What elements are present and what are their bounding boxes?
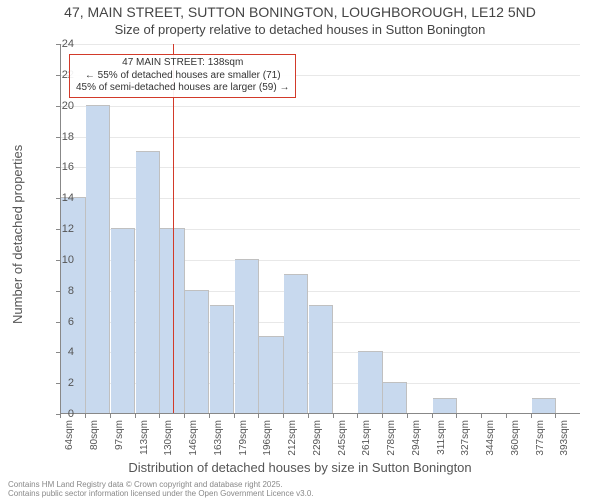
x-tick-mark bbox=[135, 414, 136, 418]
histogram-bar bbox=[309, 305, 333, 413]
y-tick-label: 8 bbox=[48, 285, 74, 297]
y-tick-label: 12 bbox=[48, 223, 74, 235]
y-tick-mark bbox=[56, 229, 60, 230]
histogram-bar bbox=[136, 151, 160, 413]
y-tick-mark bbox=[56, 352, 60, 353]
y-tick-label: 2 bbox=[48, 377, 74, 389]
x-tick-label: 163sqm bbox=[213, 420, 224, 456]
chart-title-main: 47, MAIN STREET, SUTTON BONINGTON, LOUGH… bbox=[0, 4, 600, 20]
histogram-bar bbox=[235, 259, 259, 413]
x-tick-mark bbox=[531, 414, 532, 418]
annotation-box: 47 MAIN STREET: 138sqm ← 55% of detached… bbox=[69, 54, 296, 98]
x-tick-mark bbox=[209, 414, 210, 418]
x-tick-label: 229sqm bbox=[312, 420, 323, 456]
x-tick-label: 97sqm bbox=[114, 420, 125, 450]
x-tick-label: 278sqm bbox=[386, 420, 397, 456]
x-tick-mark bbox=[382, 414, 383, 418]
gridline bbox=[61, 106, 580, 107]
y-tick-mark bbox=[56, 137, 60, 138]
x-tick-mark bbox=[432, 414, 433, 418]
x-tick-label: 344sqm bbox=[485, 420, 496, 456]
x-tick-label: 80sqm bbox=[89, 420, 100, 450]
x-tick-mark bbox=[506, 414, 507, 418]
x-tick-label: 130sqm bbox=[163, 420, 174, 456]
y-tick-mark bbox=[56, 44, 60, 45]
histogram-bar bbox=[532, 398, 556, 413]
x-tick-label: 146sqm bbox=[188, 420, 199, 456]
x-tick-label: 261sqm bbox=[361, 420, 372, 456]
x-tick-label: 196sqm bbox=[262, 420, 273, 456]
y-tick-label: 10 bbox=[48, 254, 74, 266]
x-tick-label: 245sqm bbox=[337, 420, 348, 456]
gridline bbox=[61, 44, 580, 45]
x-tick-mark bbox=[184, 414, 185, 418]
x-tick-mark bbox=[60, 414, 61, 418]
y-tick-mark bbox=[56, 106, 60, 107]
x-tick-mark bbox=[110, 414, 111, 418]
y-axis-label: Number of detached properties bbox=[10, 145, 25, 324]
x-tick-label: 294sqm bbox=[411, 420, 422, 456]
x-tick-mark bbox=[456, 414, 457, 418]
plot-area: 47 MAIN STREET: 138sqm ← 55% of detached… bbox=[60, 44, 580, 414]
x-tick-mark bbox=[555, 414, 556, 418]
x-tick-mark bbox=[481, 414, 482, 418]
x-tick-mark bbox=[258, 414, 259, 418]
gridline bbox=[61, 137, 580, 138]
y-tick-label: 16 bbox=[48, 161, 74, 173]
histogram-bar bbox=[111, 228, 135, 413]
x-tick-label: 113sqm bbox=[139, 420, 150, 455]
y-tick-mark bbox=[56, 198, 60, 199]
x-tick-label: 327sqm bbox=[460, 420, 471, 456]
x-tick-mark bbox=[283, 414, 284, 418]
x-tick-label: 179sqm bbox=[238, 420, 249, 456]
histogram-bar bbox=[259, 336, 283, 413]
y-tick-label: 14 bbox=[48, 192, 74, 204]
y-tick-label: 18 bbox=[48, 131, 74, 143]
histogram-bar bbox=[86, 105, 110, 413]
footer-line1: Contains HM Land Registry data © Crown c… bbox=[8, 480, 314, 489]
annotation-title: 47 MAIN STREET: 138sqm bbox=[76, 57, 289, 70]
footer-line2: Contains public sector information licen… bbox=[8, 489, 314, 498]
histogram-bar bbox=[284, 274, 308, 413]
x-tick-label: 360sqm bbox=[510, 420, 521, 456]
x-tick-mark bbox=[357, 414, 358, 418]
x-tick-mark bbox=[308, 414, 309, 418]
x-tick-mark bbox=[234, 414, 235, 418]
x-tick-label: 212sqm bbox=[287, 420, 298, 456]
y-tick-label: 24 bbox=[48, 38, 74, 50]
y-tick-label: 20 bbox=[48, 100, 74, 112]
y-tick-mark bbox=[56, 167, 60, 168]
y-tick-mark bbox=[56, 260, 60, 261]
x-tick-label: 393sqm bbox=[559, 420, 570, 456]
y-tick-label: 4 bbox=[48, 346, 74, 358]
x-tick-mark bbox=[407, 414, 408, 418]
x-tick-mark bbox=[333, 414, 334, 418]
chart-container: 47, MAIN STREET, SUTTON BONINGTON, LOUGH… bbox=[0, 0, 600, 500]
y-tick-mark bbox=[56, 75, 60, 76]
x-tick-mark bbox=[159, 414, 160, 418]
histogram-bar bbox=[210, 305, 234, 413]
annotation-line1: ← 55% of detached houses are smaller (71… bbox=[76, 70, 289, 83]
y-tick-mark bbox=[56, 291, 60, 292]
chart-title-sub: Size of property relative to detached ho… bbox=[0, 22, 600, 37]
x-tick-label: 64sqm bbox=[64, 420, 75, 450]
x-tick-label: 377sqm bbox=[535, 420, 546, 456]
x-axis-label: Distribution of detached houses by size … bbox=[0, 460, 600, 475]
histogram-bar bbox=[185, 290, 209, 413]
histogram-bar bbox=[358, 351, 382, 413]
annotation-line2: 45% of semi-detached houses are larger (… bbox=[76, 82, 289, 95]
footer-attribution: Contains HM Land Registry data © Crown c… bbox=[8, 480, 314, 498]
y-tick-mark bbox=[56, 322, 60, 323]
reference-line bbox=[173, 44, 174, 413]
y-tick-label: 6 bbox=[48, 316, 74, 328]
y-tick-mark bbox=[56, 383, 60, 384]
histogram-bar bbox=[383, 382, 407, 413]
x-tick-label: 311sqm bbox=[436, 420, 447, 455]
x-tick-mark bbox=[85, 414, 86, 418]
histogram-bar bbox=[433, 398, 457, 413]
